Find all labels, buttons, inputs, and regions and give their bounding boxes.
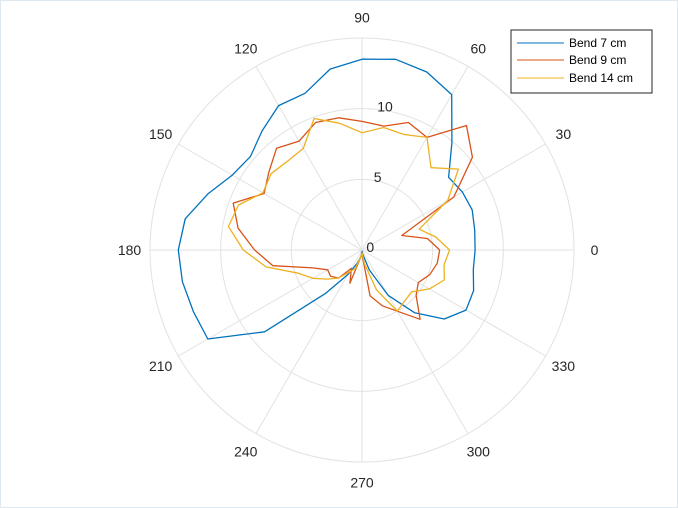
grid-spoke-150 xyxy=(178,143,363,251)
legend-label-bend-7: Bend 7 cm xyxy=(569,36,626,50)
series-line-3 xyxy=(227,117,460,312)
theta-tick-label: 180 xyxy=(118,242,142,258)
grid-spoke-300 xyxy=(361,249,469,434)
theta-tick-label: 240 xyxy=(234,443,258,459)
legend-label-bend-14: Bend 14 cm xyxy=(569,71,633,85)
tick-labels: 0 30 60 90 120 150 180 210 240 270 300 330 0 5 10 xyxy=(118,10,599,491)
grid-spoke-120 xyxy=(255,66,363,251)
series-line-1 xyxy=(177,58,476,340)
legend: Bend 7 cm Bend 9 cm Bend 14 cm xyxy=(510,29,653,94)
theta-tick-label: 60 xyxy=(470,41,486,57)
theta-tick-label: 330 xyxy=(552,358,576,374)
theta-tick-label: 90 xyxy=(354,10,370,26)
theta-tick-label: 30 xyxy=(556,126,572,142)
r-tick-label: 5 xyxy=(374,169,382,185)
r-tick-label: 0 xyxy=(366,239,374,255)
theta-tick-label: 270 xyxy=(350,474,374,490)
grid-spoke-240 xyxy=(255,249,363,434)
grid-spoke-330 xyxy=(361,249,546,357)
theta-tick-label: 300 xyxy=(467,443,491,459)
legend-box xyxy=(510,29,653,94)
grid-spoke-210 xyxy=(178,249,363,357)
legend-label-bend-9: Bend 9 cm xyxy=(569,53,626,67)
theta-tick-label: 120 xyxy=(234,41,258,57)
theta-tick-label: 0 xyxy=(591,242,599,258)
polar-grid xyxy=(149,37,575,463)
r-tick-label: 10 xyxy=(377,99,393,115)
grid-spoke-60 xyxy=(361,66,469,251)
series-layer xyxy=(177,58,476,340)
theta-tick-label: 150 xyxy=(149,126,173,142)
series-line-2 xyxy=(232,117,474,320)
theta-tick-label: 210 xyxy=(149,358,173,374)
